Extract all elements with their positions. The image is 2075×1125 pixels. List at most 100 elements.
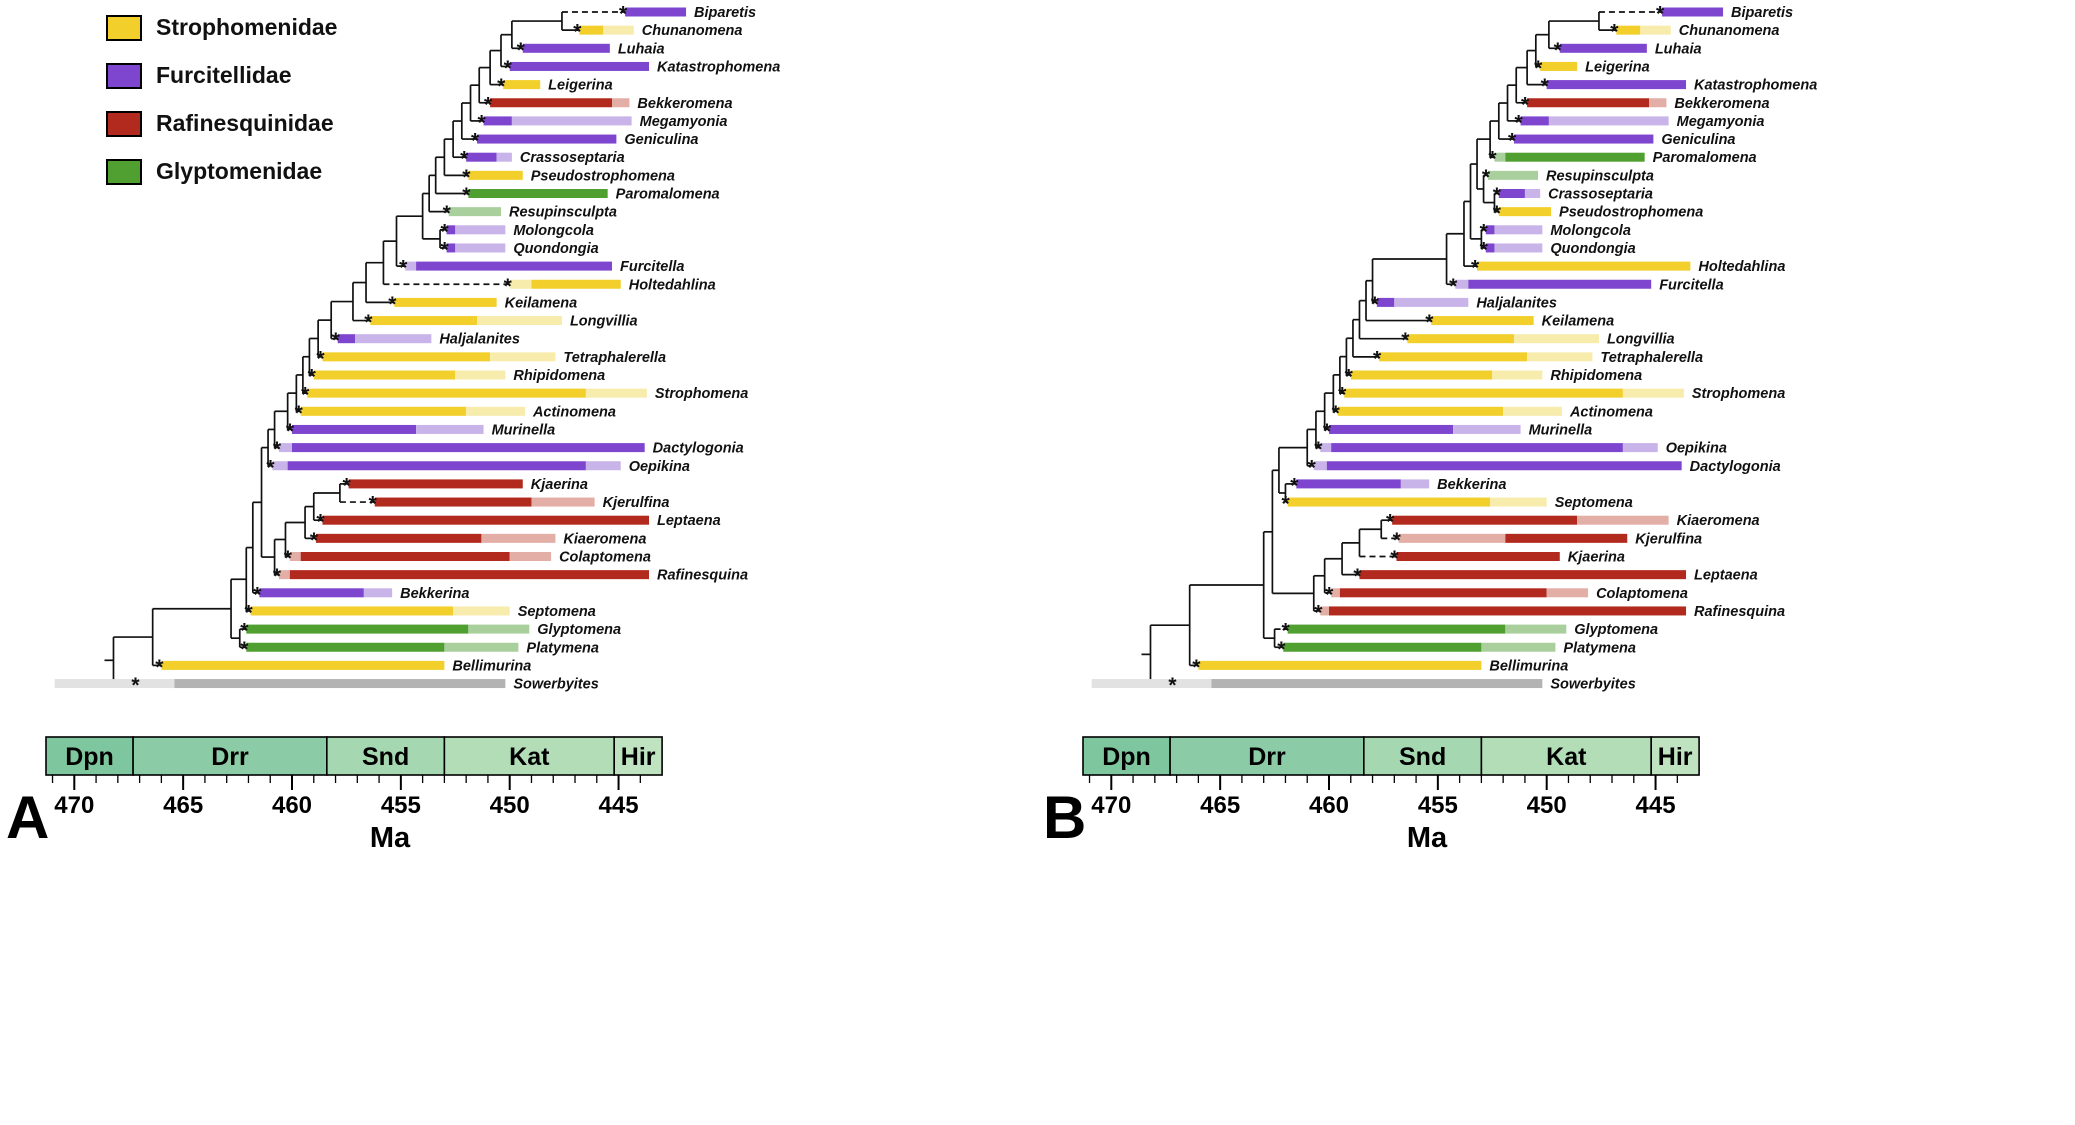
support-asterisk: * bbox=[1168, 674, 1177, 697]
support-asterisk: * bbox=[1308, 456, 1317, 479]
taxon-label: Luhaia bbox=[1655, 41, 1702, 57]
support-asterisk: * bbox=[443, 202, 452, 225]
taxon-label: Haljalanites bbox=[439, 332, 520, 348]
support-asterisk: * bbox=[1493, 202, 1502, 225]
range-bar bbox=[246, 624, 469, 634]
range-bar bbox=[1339, 588, 1547, 598]
range-bar bbox=[1211, 679, 1543, 689]
range-bar bbox=[1477, 261, 1691, 271]
taxon-label: Katastrophomena bbox=[1694, 78, 1817, 94]
axis-tick-label: 445 bbox=[599, 792, 639, 819]
support-asterisk: * bbox=[1325, 583, 1334, 606]
taxon-label: Longvillia bbox=[1607, 332, 1675, 348]
range-bar bbox=[1379, 352, 1528, 362]
support-asterisk: * bbox=[497, 75, 506, 98]
range-bar bbox=[1331, 443, 1623, 453]
legend-label: Furcitellidae bbox=[156, 62, 292, 88]
support-asterisk: * bbox=[462, 184, 471, 207]
range-bar bbox=[1320, 606, 1330, 616]
range-bar bbox=[292, 424, 417, 434]
support-asterisk: * bbox=[316, 511, 325, 534]
support-asterisk: * bbox=[155, 656, 164, 679]
range-bar bbox=[1514, 134, 1654, 144]
range-bar bbox=[1616, 25, 1641, 35]
support-asterisk: * bbox=[343, 474, 352, 497]
range-bar bbox=[416, 261, 613, 271]
taxon-label: Colaptomena bbox=[1596, 586, 1688, 602]
range-bar bbox=[455, 225, 506, 235]
stage-cell bbox=[1480, 736, 1652, 776]
support-asterisk: * bbox=[1480, 238, 1489, 261]
range-bar bbox=[355, 334, 432, 344]
taxon-label: Resupinsculpta bbox=[509, 205, 617, 221]
taxon-label: Molongcola bbox=[513, 223, 594, 239]
taxon-label: Dactylogonia bbox=[1690, 459, 1781, 475]
range-bar bbox=[1344, 388, 1623, 398]
stage-label: Hir bbox=[621, 743, 656, 771]
range-bar bbox=[370, 316, 478, 326]
taxon-label: Paromalomena bbox=[616, 187, 720, 203]
range-bar bbox=[1359, 570, 1687, 580]
range-bar bbox=[1350, 370, 1493, 380]
range-bar bbox=[1514, 334, 1599, 344]
support-asterisk: * bbox=[284, 547, 293, 570]
taxon-label: Bekkeromena bbox=[1674, 96, 1769, 112]
support-asterisk: * bbox=[273, 438, 282, 461]
support-asterisk: * bbox=[273, 565, 282, 588]
support-asterisk: * bbox=[1332, 402, 1341, 425]
taxon-label: Colaptomena bbox=[559, 550, 651, 566]
range-bar bbox=[503, 80, 541, 90]
range-bar bbox=[603, 25, 634, 35]
taxon-label: Strophomena bbox=[655, 386, 748, 402]
support-asterisk: * bbox=[1541, 75, 1550, 98]
support-asterisk: * bbox=[1282, 493, 1291, 516]
taxon-label: Tetraphalerella bbox=[563, 350, 666, 366]
support-asterisk: * bbox=[1521, 93, 1530, 116]
taxon-label: Strophomena bbox=[1692, 386, 1785, 402]
range-bar bbox=[531, 497, 595, 507]
family-legend: Strophomenidae Furcitellidae Rafinesquin… bbox=[106, 14, 337, 206]
support-asterisk: * bbox=[1345, 366, 1354, 389]
stage-label: Drr bbox=[1248, 743, 1286, 771]
axis-tick-label: 450 bbox=[490, 792, 530, 819]
range-bar bbox=[1091, 679, 1212, 689]
support-asterisk: * bbox=[477, 111, 486, 134]
taxon-label: Pseudostrophomena bbox=[1559, 205, 1703, 221]
axis-tick-label: 455 bbox=[1418, 792, 1458, 819]
range-bar bbox=[585, 388, 647, 398]
range-bar bbox=[579, 25, 604, 35]
range-bar bbox=[466, 406, 525, 416]
taxon-label: Rafinesquina bbox=[1694, 604, 1785, 620]
taxon-label: Paromalomena bbox=[1653, 150, 1757, 166]
axis-tick-label: 465 bbox=[1200, 792, 1240, 819]
stage-label: Hir bbox=[1658, 743, 1693, 771]
furcitellidae-swatch bbox=[106, 62, 142, 89]
strophomenidae-swatch bbox=[106, 14, 142, 41]
legend-label: Glyptomenidae bbox=[156, 158, 323, 184]
taxon-label: Crassoseptaria bbox=[520, 150, 625, 166]
range-bar bbox=[1326, 461, 1682, 471]
support-asterisk: * bbox=[1508, 130, 1517, 153]
range-bar bbox=[1398, 533, 1506, 543]
taxon-label: Leigerina bbox=[548, 78, 612, 94]
support-asterisk: * bbox=[1277, 638, 1286, 661]
range-bar bbox=[1505, 624, 1567, 634]
taxon-label: Bellimurina bbox=[1489, 658, 1568, 674]
support-asterisk: * bbox=[1314, 438, 1323, 461]
support-asterisk: * bbox=[1393, 529, 1402, 552]
taxon-label: Bellimurina bbox=[452, 658, 531, 674]
range-bar bbox=[466, 152, 497, 162]
range-bar bbox=[1527, 98, 1650, 108]
taxon-label: Biparetis bbox=[694, 5, 756, 21]
range-bar bbox=[272, 461, 288, 471]
support-asterisk: * bbox=[462, 166, 471, 189]
support-asterisk: * bbox=[369, 493, 378, 516]
range-bar bbox=[1376, 297, 1395, 307]
support-asterisk: * bbox=[310, 529, 319, 552]
range-bar bbox=[259, 588, 364, 598]
support-asterisk: * bbox=[1488, 148, 1497, 171]
taxon-label: Chunanomena bbox=[642, 23, 743, 39]
range-bar bbox=[250, 606, 454, 616]
range-bar bbox=[1296, 479, 1401, 489]
